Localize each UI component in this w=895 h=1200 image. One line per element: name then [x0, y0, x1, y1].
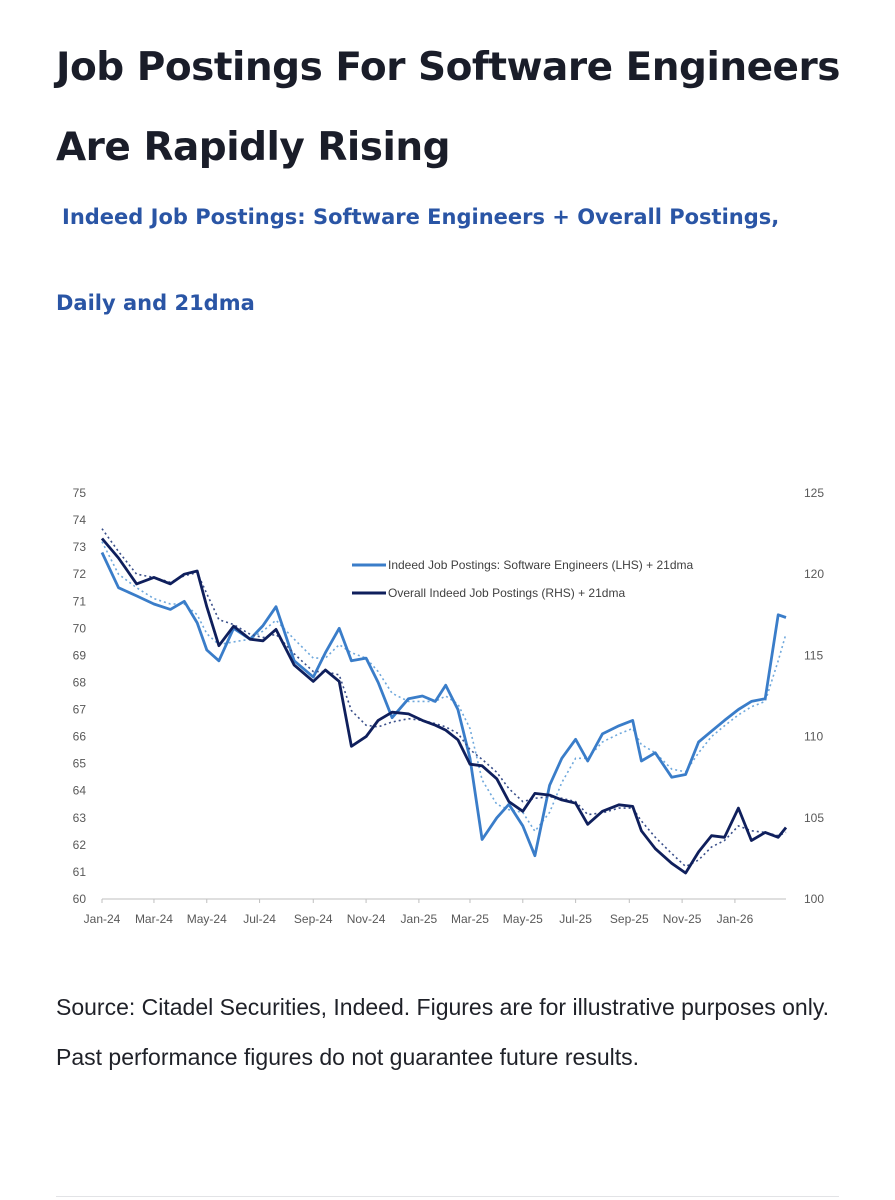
legend-label: Overall Indeed Job Postings (RHS) + 21dm…	[388, 586, 625, 600]
source-note: Source: Citadel Securities, Indeed. Figu…	[56, 994, 830, 1070]
y-left-tick-label: 72	[73, 567, 87, 581]
y-right-tick-label: 120	[804, 567, 824, 581]
x-tick-label: Nov-24	[347, 912, 386, 926]
chart-subtitle-line1: Indeed Job Postings: Software Engineers …	[62, 205, 780, 229]
x-tick-label: May-24	[187, 912, 227, 926]
y-right-tick-label: 110	[804, 730, 823, 744]
overall-postings-line	[100, 537, 788, 875]
y-right-tick-label: 115	[804, 648, 823, 662]
x-tick-label: Jan-26	[717, 912, 754, 926]
chart-subtitle-line2: Daily and 21dma	[56, 291, 255, 315]
y-left-tick-label: 62	[73, 838, 87, 852]
x-tick-label: Sep-25	[610, 912, 649, 926]
y-right-tick-label: 100	[804, 892, 824, 906]
x-tick-label: Nov-25	[663, 912, 702, 926]
x-tick-label: Jul-25	[559, 912, 592, 926]
chart-series	[100, 528, 788, 875]
y-right-tick-label: 125	[804, 486, 824, 500]
y-left-tick-label: 73	[73, 540, 87, 554]
overall-postings-21dma-line	[101, 528, 787, 868]
software-engineers-line	[100, 551, 787, 858]
x-tick-label: Mar-25	[451, 912, 489, 926]
y-left-tick-label: 67	[73, 703, 87, 717]
y-left-tick-label: 64	[73, 784, 87, 798]
job-postings-chart: 60 61 62 63 64 65 66 67 68 69 70 71 72 73 74 75 100 105 11…	[73, 486, 825, 926]
x-tick-label: Mar-24	[135, 912, 173, 926]
y-left-tick-label: 61	[73, 865, 87, 879]
y-left-tick-label: 66	[73, 730, 87, 744]
y-left-tick-label: 60	[73, 892, 87, 906]
legend-label: Indeed Job Postings: Software Engineers …	[388, 558, 694, 572]
y-left-tick-label: 65	[73, 757, 87, 771]
chart-ticks: 60 61 62 63 64 65 66 67 68 69 70 71 72 73 74 75 100 105 11…	[73, 486, 825, 926]
x-tick-label: Jul-24	[243, 912, 276, 926]
chart-legend: Indeed Job Postings: Software Engineers …	[352, 558, 694, 600]
x-tick-label: Jan-25	[401, 912, 438, 926]
y-left-tick-label: 74	[73, 513, 87, 527]
y-left-tick-label: 71	[73, 594, 87, 608]
divider	[56, 1196, 839, 1197]
x-tick-label: May-25	[503, 912, 543, 926]
y-left-tick-label: 69	[73, 648, 87, 662]
y-left-tick-label: 68	[73, 675, 87, 689]
y-left-tick-label: 70	[73, 621, 87, 635]
y-right-tick-label: 105	[804, 811, 824, 825]
chart-axes	[101, 898, 786, 903]
y-left-tick-label: 75	[73, 486, 87, 500]
x-tick-label: Sep-24	[294, 912, 333, 926]
x-tick-label: Jan-24	[84, 912, 121, 926]
chart-subtitle: Indeed Job Postings: Software Engineers …	[56, 196, 856, 346]
software-engineers-21dma-line	[101, 541, 787, 833]
y-left-tick-label: 63	[73, 811, 87, 825]
page-title: Job Postings For Software Engineers Are …	[56, 45, 840, 170]
